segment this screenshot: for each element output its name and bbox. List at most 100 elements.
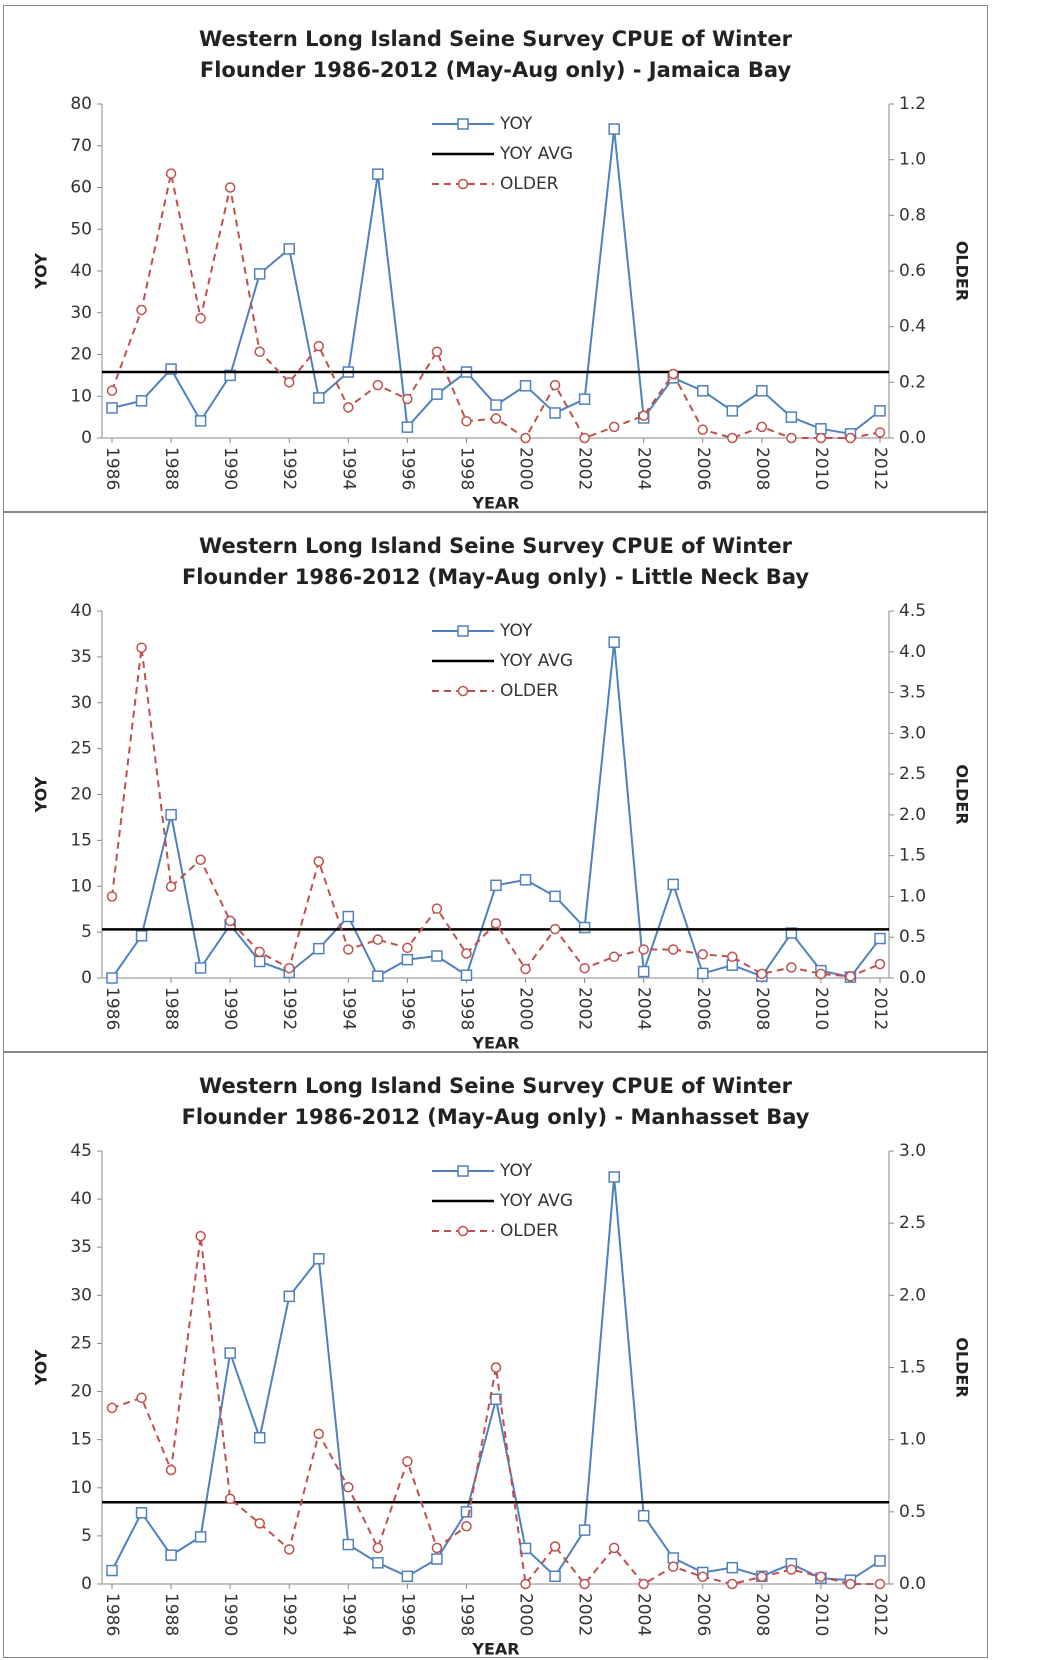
marker <box>578 1524 591 1536</box>
marker <box>342 910 355 923</box>
y-tick-label: 30 <box>70 303 92 323</box>
y2-tick-label: 1.5 <box>899 846 926 866</box>
x-tick-label: 1988 <box>161 987 181 1030</box>
marker <box>431 388 443 400</box>
y2-tick-label: 0.0 <box>899 968 926 988</box>
x-tick-label: 2004 <box>634 987 654 1030</box>
marker <box>431 346 443 357</box>
marker <box>667 878 679 891</box>
marker <box>874 958 886 970</box>
chart: 0 5 10 15 20 25 30 35 40 0.0 0.5 1.0 1.5 2.0 2.5 3.0 3.5… <box>32 601 972 1053</box>
marker <box>402 1456 413 1467</box>
chart-panel: 0 5 10 15 20 25 30 35 40 0.0 0.5 1.0 1.5 2.0 2.5 3.0 3.5… <box>3 512 988 1053</box>
x-tick-label: 2012 <box>870 1593 890 1636</box>
x-tick-label: 1998 <box>456 447 476 490</box>
marker <box>372 379 384 391</box>
marker <box>254 1518 265 1529</box>
y-tick-label: 10 <box>70 1478 92 1498</box>
marker <box>461 948 472 959</box>
marker <box>490 413 502 424</box>
marker <box>283 377 295 388</box>
marker <box>578 393 591 405</box>
chart-title: Western Long Island Seine Survey CPUE of… <box>181 1074 810 1129</box>
y-tick-label: 45 <box>70 1141 92 1161</box>
y-tick-label: 40 <box>70 601 92 621</box>
marker <box>815 1571 827 1583</box>
x-tick-label: 1988 <box>161 1593 181 1636</box>
x-tick-label: 2012 <box>870 447 890 490</box>
marker <box>194 962 207 974</box>
y2-axis-label: OLDER <box>953 241 972 301</box>
marker <box>165 881 177 892</box>
marker <box>756 1571 768 1583</box>
marker <box>697 1571 709 1583</box>
marker <box>431 950 443 962</box>
y-tick-label: 35 <box>70 1237 92 1257</box>
y-tick-label: 35 <box>70 647 92 667</box>
chart-title: Western Long Island Seine Survey CPUE of… <box>181 534 810 589</box>
marker <box>313 942 325 955</box>
x-tick-label: 2006 <box>693 1593 713 1636</box>
x-tick-label: 2002 <box>575 1593 595 1636</box>
x-tick-label: 2010 <box>811 987 831 1030</box>
y-tick-label: 40 <box>70 261 92 281</box>
y-tick-label: 25 <box>70 1333 92 1353</box>
y2-tick-label: 4.5 <box>899 601 926 621</box>
y-tick-label: 10 <box>70 386 92 406</box>
marker <box>786 962 797 973</box>
marker <box>579 432 590 444</box>
marker <box>343 402 354 413</box>
marker <box>195 1230 206 1242</box>
x-tick-label: 1986 <box>102 987 122 1030</box>
x-tick-label: 2002 <box>575 447 595 490</box>
x-tick-label: 2012 <box>870 987 890 1030</box>
marker <box>579 1578 590 1590</box>
x-tick-label: 1992 <box>279 447 299 490</box>
legend-marker <box>457 625 469 637</box>
marker <box>549 923 561 935</box>
y-tick-label: 15 <box>70 1430 92 1450</box>
marker <box>727 432 738 444</box>
marker <box>283 962 295 974</box>
marker <box>254 946 265 958</box>
marker <box>697 424 709 435</box>
y2-axis-label: OLDER <box>953 764 972 824</box>
y-tick-label: 70 <box>70 136 92 156</box>
marker <box>401 953 414 966</box>
marker <box>608 1542 620 1554</box>
marker <box>372 970 384 982</box>
series-line <box>111 1176 881 1582</box>
y-tick-label: 0 <box>81 428 92 448</box>
marker <box>342 1538 355 1551</box>
x-tick-label: 1998 <box>456 987 476 1030</box>
y-tick-label: 80 <box>70 94 92 114</box>
legend-marker <box>457 178 469 190</box>
marker <box>549 379 561 391</box>
marker <box>519 874 532 886</box>
legend-label: OLDER <box>500 681 559 701</box>
marker <box>253 1431 266 1444</box>
marker <box>520 1578 531 1590</box>
marker <box>579 962 590 974</box>
marker <box>106 891 118 902</box>
series-line <box>111 173 881 440</box>
marker <box>253 955 266 968</box>
marker <box>460 969 473 981</box>
x-tick-label: 2010 <box>811 447 831 490</box>
x-tick-label: 2008 <box>752 987 772 1030</box>
marker <box>402 393 413 405</box>
marker <box>549 1570 561 1583</box>
y2-tick-label: 0.5 <box>899 1502 926 1522</box>
marker <box>727 951 738 963</box>
x-tick-label: 1990 <box>220 987 240 1030</box>
y2-tick-label: 0.0 <box>899 428 926 448</box>
legend-label: YOY <box>499 621 533 641</box>
marker <box>786 1564 797 1575</box>
marker <box>608 636 620 648</box>
marker <box>135 395 148 407</box>
y2-tick-label: 2.0 <box>899 805 926 825</box>
marker <box>608 123 620 135</box>
marker <box>756 421 768 433</box>
chart-panel: 0 10 20 30 40 50 60 70 80 0.0 0.2 0.4 0.6 0.8 1.0 1.2 19… <box>3 5 988 513</box>
